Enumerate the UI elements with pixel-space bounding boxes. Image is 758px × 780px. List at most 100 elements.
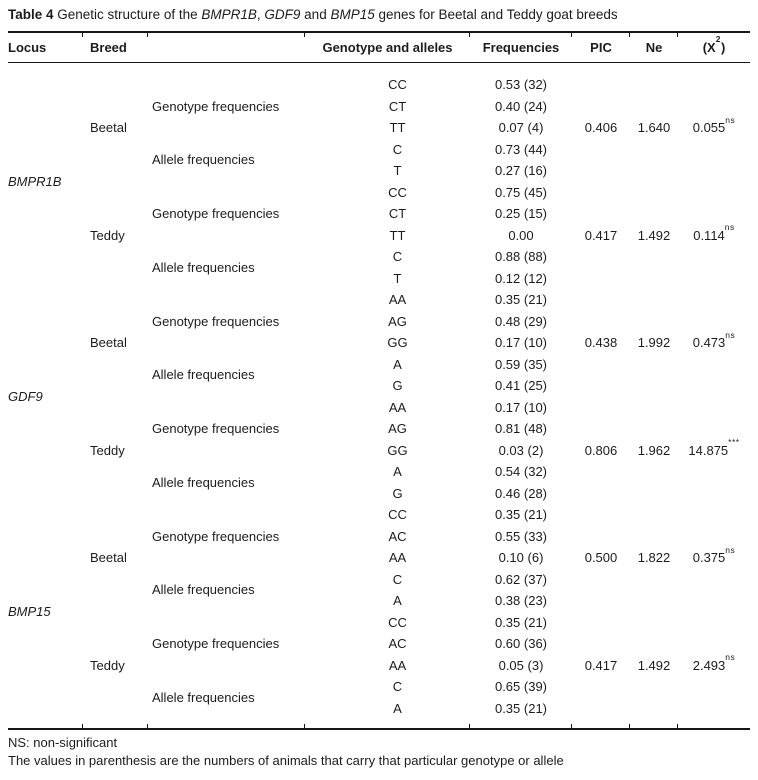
- spacer-cell: [571, 719, 630, 729]
- spacer-cell: [629, 719, 678, 729]
- genotype-cell: T: [393, 163, 402, 178]
- footnote-line: NS: non-significant: [8, 735, 118, 750]
- genetics-table: Locus Breed Genotype and alleles Frequen…: [8, 31, 750, 730]
- table-row: Allele frequencies A 0.54 (32): [8, 461, 750, 490]
- frequency-cell: 0.81 (48): [494, 421, 548, 436]
- spacer-cell: [83, 62, 148, 74]
- frequency-cell: 0.25 (15): [494, 206, 548, 221]
- section-label-cell: Genotype frequencies: [152, 98, 280, 114]
- table-row: AG 0.81 (48): [8, 418, 750, 440]
- table-row: TT 0.00: [8, 225, 750, 247]
- genotype-cell: A: [393, 593, 402, 608]
- table-row: CT 0.40 (24): [8, 96, 750, 118]
- title-segment: BMP15: [330, 7, 375, 22]
- table-row: A 0.38 (23): [8, 590, 750, 612]
- chi-header-superscript: 2: [715, 34, 721, 45]
- table-row: Allele frequencies A 0.59 (35): [8, 354, 750, 383]
- locus-cell: BMPR1B: [8, 173, 62, 189]
- spacer-cell: [630, 62, 678, 74]
- col-header-breed: Breed: [82, 32, 148, 63]
- chi-value: 14.875: [688, 442, 729, 458]
- section-label-cell: Genotype frequencies: [152, 421, 280, 436]
- genotype-cell: GG: [387, 335, 408, 350]
- breed-cell: Teddy: [90, 657, 125, 673]
- spacer-cell: [678, 62, 750, 74]
- genotype-cell: AA: [388, 292, 407, 307]
- spacer-cell: [469, 719, 572, 729]
- chi-square-cell: 14.875***: [678, 397, 750, 505]
- table-row: GG 0.03 (2): [8, 440, 750, 462]
- col-header-genotype-alleles: Genotype and alleles: [304, 32, 470, 63]
- ne-cell: 1.992: [637, 335, 671, 350]
- section-label-cell: Genotype frequencies: [152, 636, 280, 651]
- col-header-spacer: [147, 32, 305, 63]
- table-row: T 0.12 (12): [8, 268, 750, 290]
- genotype-cell: G: [392, 378, 403, 393]
- chi-square-cell: 0.114ns: [678, 182, 750, 290]
- genotype-cell: C: [392, 679, 403, 694]
- spacer-cell: [677, 719, 750, 729]
- genotype-cell: C: [392, 249, 403, 264]
- table-row: AC 0.55 (33): [8, 526, 750, 548]
- genotype-cell: TT: [389, 227, 406, 243]
- frequency-cell: 0.38 (23): [494, 593, 548, 608]
- frequency-cell: 0.10 (6): [498, 550, 544, 565]
- section-label-cell: Genotype frequencies: [152, 313, 280, 329]
- spacer-cell: [147, 719, 305, 729]
- pic-cell: 0.500: [584, 550, 618, 565]
- frequency-cell: 0.54 (32): [494, 464, 548, 479]
- table-row: Teddy Genotype frequencies AA 0.17 (10) 0.80…: [8, 397, 750, 458]
- table-row: Allele frequencies C 0.88 (88): [8, 246, 750, 275]
- title-segment: ,: [256, 7, 265, 22]
- genotype-cell: TT: [389, 120, 406, 135]
- section-label-cell: Allele frequencies: [152, 474, 255, 490]
- table-row: G 0.46 (28): [8, 483, 750, 505]
- chi-significance-superscript: ns: [725, 114, 736, 125]
- chi-header-post: ): [720, 39, 726, 55]
- col-header-ne: Ne: [629, 32, 678, 63]
- frequency-cell: 0.60 (36): [494, 636, 548, 651]
- ne-cell: 1.822: [637, 550, 671, 565]
- section-label-cell: Allele frequencies: [152, 367, 255, 383]
- spacer-cell: [8, 719, 83, 729]
- genotype-cell: AG: [388, 313, 407, 329]
- breed-cell: Teddy: [90, 442, 125, 458]
- frequency-cell: 0.35 (21): [494, 614, 548, 630]
- table-row: Allele frequencies C 0.62 (37): [8, 569, 750, 598]
- chi-square-cell: 2.493ns: [678, 612, 750, 720]
- frequency-cell: 0.35 (21): [494, 292, 548, 307]
- frequency-cell: 0.65 (39): [494, 679, 548, 694]
- table-row: AG 0.48 (29): [8, 311, 750, 333]
- breed-cell: Beetal: [90, 120, 127, 135]
- spacer-cell: [572, 62, 630, 74]
- genotype-cell: C: [392, 141, 403, 157]
- spacer-cell: [470, 62, 572, 74]
- genotype-cell: C: [392, 571, 403, 587]
- frequency-cell: 0.05 (3): [498, 657, 544, 673]
- frequency-cell: 0.41 (25): [494, 378, 548, 393]
- col-header-locus: Locus: [8, 32, 83, 63]
- title-segment: Table 4: [8, 7, 58, 22]
- genotype-cell: CT: [388, 206, 407, 221]
- genotype-cell: A: [393, 700, 402, 716]
- spacer-cell: [82, 719, 148, 729]
- genotype-cell: GG: [387, 442, 408, 458]
- footnotes: NS: non-significant The values in parenth…: [8, 730, 750, 769]
- frequency-cell: 0.73 (44): [494, 141, 548, 157]
- frequency-cell: 0.46 (28): [494, 485, 548, 501]
- header-row: Locus Breed Genotype and alleles Frequen…: [8, 32, 750, 63]
- breed-cell: Beetal: [90, 335, 127, 350]
- spacer-cell: [8, 62, 83, 74]
- section-label-cell: Allele frequencies: [152, 259, 255, 275]
- ne-cell: 1.492: [637, 227, 671, 243]
- spacer-cell: [304, 719, 470, 729]
- pic-cell: 0.417: [584, 227, 618, 243]
- title-segment: and: [300, 7, 331, 22]
- table-row: A 0.35 (21): [8, 698, 750, 720]
- genotype-cell: CC: [388, 77, 407, 92]
- table-row: Teddy Genotype frequencies CC 0.35 (21) 0.41…: [8, 612, 750, 673]
- table-header: Locus Breed Genotype and alleles Frequen…: [8, 32, 750, 63]
- genotype-cell: CT: [388, 98, 407, 114]
- pic-cell: 0.438: [584, 335, 618, 350]
- table-title: Table 4 Genetic structure of the BMPR1B,…: [8, 6, 750, 24]
